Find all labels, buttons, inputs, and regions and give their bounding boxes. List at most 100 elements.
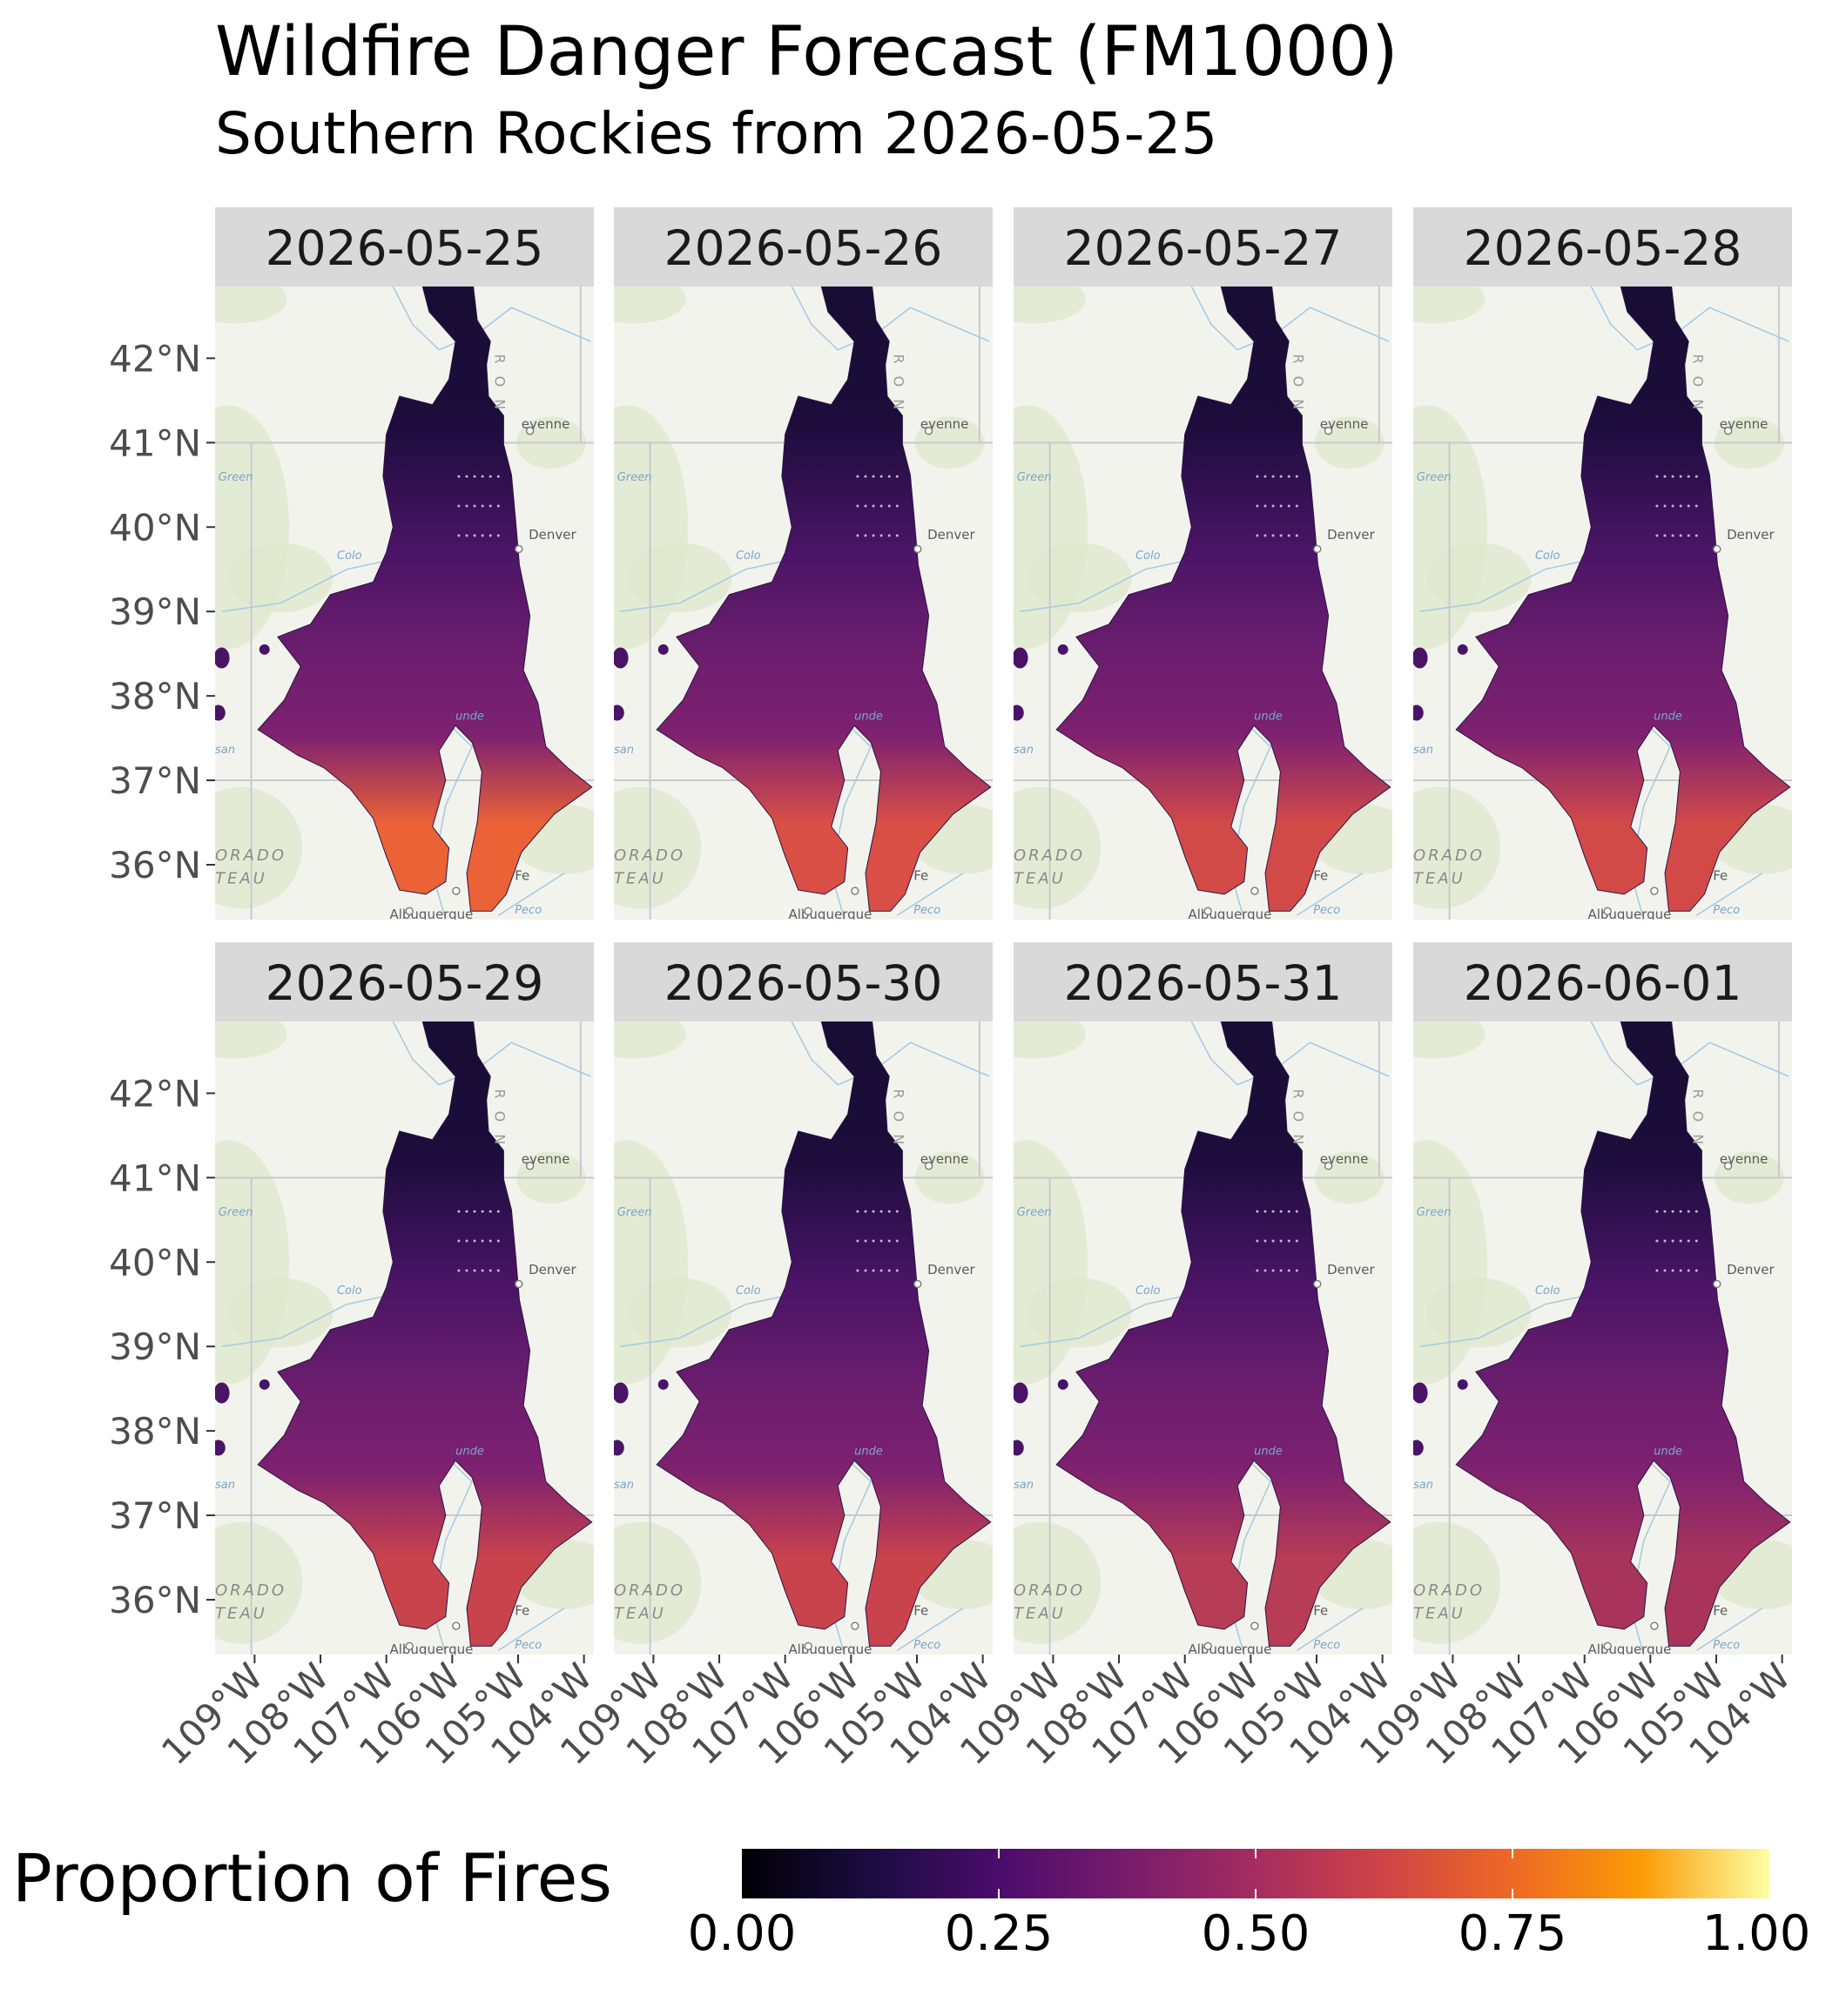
data-gap (1271, 1239, 1275, 1243)
data-gap (864, 1269, 867, 1272)
facet-strip (215, 207, 594, 287)
data-gap (864, 475, 867, 478)
data-gap (1694, 1239, 1698, 1243)
facet-date-label: 2026-05-26 (664, 220, 943, 276)
faceted-map-grid: 2026-05-25 eyenne Denver Fe ORADO TEAU Colo Gre… (109, 207, 1799, 1773)
facet-panel: 2026-05-31 eyenne Denver Fe ORADO TEAU Colo Gre… (1014, 942, 1392, 1655)
basemap-label: Colo (337, 550, 362, 563)
data-gap (856, 1239, 859, 1243)
river-line (1296, 873, 1364, 916)
data-gap (488, 1210, 492, 1213)
data-gap (872, 475, 875, 478)
data-gap (1671, 1239, 1674, 1243)
city-marker (1313, 544, 1322, 554)
river-line (896, 1608, 964, 1651)
data-gap (895, 1239, 899, 1243)
city-marker (1650, 1622, 1659, 1630)
basemap-label: Fe (515, 1602, 529, 1618)
basemap-label: Albuquerque (788, 907, 872, 922)
y-tick-label: 40°N (109, 506, 201, 549)
facet-panel: 2026-05-26 eyenne Denver Fe ORADO TEAU Colo Gre… (614, 207, 993, 922)
data-gap (473, 1210, 476, 1213)
data-gap (879, 534, 883, 537)
basemap-label: TEAU (215, 1604, 267, 1622)
data-gap (1671, 1269, 1674, 1272)
city-marker (1324, 1162, 1333, 1170)
fire-danger-region (215, 1382, 230, 1404)
fire-danger-region (1057, 1379, 1068, 1390)
basemap-label: ORADO (215, 846, 286, 865)
data-gap (887, 1210, 891, 1213)
data-gap (1687, 534, 1690, 537)
data-gap (496, 1269, 500, 1272)
basemap-label: Green (1017, 471, 1052, 484)
legend-tick-label: 0.25 (944, 1905, 1054, 1962)
basemap-label: eyenne (522, 416, 570, 432)
basemap-label: Peco (913, 904, 940, 917)
data-gap (872, 1269, 875, 1272)
facet-date-label: 2026-05-25 (266, 220, 544, 276)
basemap-label: TEAU (215, 869, 267, 887)
data-gap (1663, 1239, 1667, 1243)
basemap-label: unde (455, 1445, 484, 1458)
data-gap (488, 475, 492, 478)
data-gap (457, 504, 461, 508)
city-marker (913, 544, 922, 554)
city-marker (1713, 544, 1721, 554)
basemap-label: eyenne (1720, 416, 1769, 432)
legend-tick-label: 0.50 (1201, 1905, 1310, 1962)
city-marker (1723, 1162, 1733, 1170)
data-gap (879, 1239, 883, 1243)
river-line (1695, 873, 1763, 916)
data-gap (887, 475, 891, 478)
data-gap (856, 475, 859, 478)
basemap-label: ORADO (1413, 1581, 1485, 1600)
city-marker (452, 1622, 461, 1630)
data-gap (1279, 475, 1283, 478)
city-marker (913, 1279, 922, 1289)
vegetation-shading (1014, 287, 1086, 324)
data-gap (1679, 1239, 1682, 1243)
data-gap (895, 475, 899, 478)
legend-title: Proportion of Fires (12, 1839, 612, 1917)
y-tick-label: 37°N (109, 759, 201, 802)
fire-danger-region (1413, 647, 1428, 669)
data-gap (1687, 1239, 1690, 1243)
basemap-label: eyenne (1720, 1151, 1769, 1167)
data-gap (457, 1239, 461, 1243)
basemap-label: TEAU (614, 869, 666, 887)
data-gap (465, 475, 468, 478)
data-gap (1287, 534, 1290, 537)
fire-danger-region (1457, 1379, 1468, 1390)
data-gap (1279, 1269, 1283, 1272)
river-line (1296, 1608, 1364, 1651)
data-gap (879, 1269, 883, 1272)
city-marker (1603, 1642, 1612, 1651)
vegetation-shading (1413, 1021, 1486, 1059)
y-tick-label: 39°N (109, 1325, 201, 1368)
vegetation-shading (1027, 543, 1132, 613)
data-gap (481, 1210, 484, 1213)
basemap-label: Fe (1713, 1602, 1728, 1618)
basemap-label: san (215, 744, 235, 757)
basemap-label: Colo (736, 1284, 761, 1298)
basemap-label: unde (854, 710, 883, 723)
river-line (1695, 1608, 1763, 1651)
data-gap (473, 534, 476, 537)
basemap-label: san (1413, 1479, 1433, 1492)
fire-danger-region (1457, 644, 1468, 655)
data-gap (465, 1269, 468, 1272)
legend-tick-label: 0.00 (687, 1905, 797, 1962)
city-marker (525, 427, 535, 435)
data-gap (887, 1269, 891, 1272)
basemap-label: Green (617, 471, 652, 484)
city-marker (515, 544, 523, 554)
data-gap (1263, 504, 1267, 508)
basemap-label: Green (219, 471, 253, 484)
city-marker (1324, 427, 1333, 435)
data-gap (864, 534, 867, 537)
fire-danger-region (1413, 1440, 1424, 1456)
y-tick-label: 36°N (109, 844, 201, 887)
data-gap (488, 534, 492, 537)
fire-danger-region (215, 647, 230, 669)
